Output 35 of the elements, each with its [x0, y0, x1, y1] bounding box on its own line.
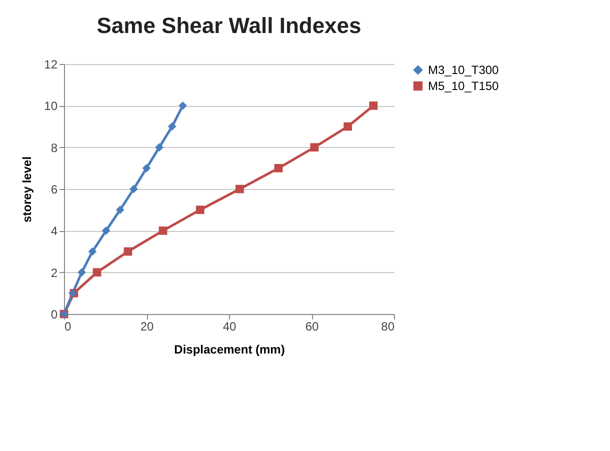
point — [124, 247, 132, 256]
y-tick-label: 2 — [50, 266, 58, 280]
point — [92, 268, 102, 277]
x-tick-label: 40 — [222, 320, 236, 334]
point — [102, 226, 110, 235]
legend-label: M5_10_T150 — [428, 79, 500, 93]
point — [178, 101, 187, 110]
chart-title: Same Shear Wall Indexes — [96, 13, 362, 38]
y-tick-label: 6 — [50, 182, 58, 196]
y-tick-label: 8 — [50, 140, 58, 155]
point — [116, 206, 124, 214]
y-tick-label: 12 — [44, 58, 58, 72]
point — [344, 122, 352, 131]
point — [78, 268, 86, 277]
point — [155, 143, 164, 152]
point — [158, 226, 168, 235]
x-axis-title: Displacement (mm) — [174, 342, 285, 356]
y-tick-label: 0 — [50, 308, 58, 322]
point — [88, 247, 97, 256]
point — [236, 184, 244, 194]
y-tick-label: 4 — [50, 224, 58, 238]
x-tick-label: 20 — [140, 320, 154, 334]
point — [130, 184, 138, 194]
x-tick-label: 60 — [305, 320, 319, 334]
point — [274, 164, 283, 172]
point — [142, 164, 151, 172]
point — [168, 122, 176, 131]
y-tick-label: 10 — [44, 99, 58, 114]
x-tick-label: 0 — [64, 320, 72, 334]
y-axis-title: storey level — [20, 156, 34, 223]
point — [369, 101, 378, 110]
point — [196, 206, 204, 214]
legend-label: M3_10_T300 — [428, 63, 500, 77]
point — [310, 143, 319, 152]
x-tick-label: 80 — [381, 320, 395, 334]
